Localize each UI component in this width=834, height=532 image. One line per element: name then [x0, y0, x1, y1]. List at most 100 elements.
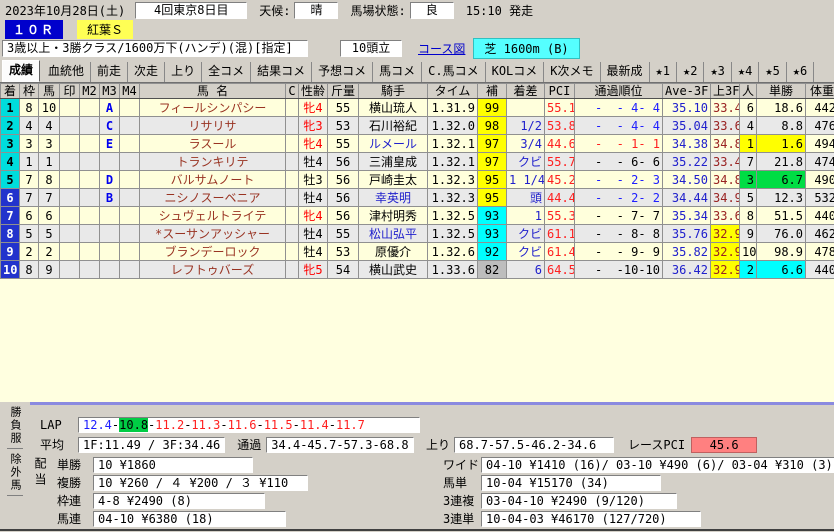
side-tab-excluded[interactable]: 除外馬 — [7, 453, 23, 492]
last-3f: 32.9 — [711, 261, 740, 279]
horse-weight: 442 — [806, 99, 834, 117]
last-3f: 34.8 — [711, 135, 740, 153]
tab-馬コメ[interactable]: 馬コメ — [373, 62, 422, 82]
adjusted-score: 95 — [478, 189, 507, 207]
c-flag — [286, 153, 299, 171]
tab-★5[interactable]: ★5 — [759, 62, 786, 82]
payout-label-馬単: 馬単 — [443, 474, 481, 491]
col-header-通過順位: 通過順位 — [575, 84, 663, 99]
tab-結果コメ[interactable]: 結果コメ — [251, 62, 312, 82]
tab-前走[interactable]: 前走 — [91, 62, 128, 82]
tab-★1[interactable]: ★1 — [650, 62, 677, 82]
mark-m4 — [120, 117, 140, 135]
mark-m4 — [120, 171, 140, 189]
win-odds: 6.6 — [757, 261, 806, 279]
popularity: 1 — [740, 135, 757, 153]
mark-m2 — [80, 225, 100, 243]
ave-3f: 35.76 — [663, 225, 711, 243]
tab-血統他[interactable]: 血統他 — [42, 62, 91, 82]
margin: クビ — [507, 225, 545, 243]
payout-value-3連単: 10-04-03 ¥46170 (127/720) — [481, 511, 701, 527]
frame-number: 5 — [20, 225, 39, 243]
race-pci-label: レースPCI — [628, 436, 685, 453]
popularity: 9 — [740, 225, 757, 243]
frame-number: 8 — [20, 261, 39, 279]
horse-name: バルサムノート — [140, 171, 286, 189]
sex-age: 牝5 — [299, 261, 328, 279]
horse-weight: 440 — [806, 207, 834, 225]
tab-K次メモ[interactable]: K次メモ — [544, 62, 600, 82]
adjusted-score: 93 — [478, 207, 507, 225]
course-map-link[interactable]: コース図 — [418, 40, 465, 57]
ave-3f: 36.42 — [663, 261, 711, 279]
horse-weight: 490 — [806, 171, 834, 189]
finish-position: 5 — [1, 171, 20, 189]
tab-★4[interactable]: ★4 — [732, 62, 759, 82]
horse-name: トランキリテ — [140, 153, 286, 171]
weight-carried: 56 — [328, 153, 359, 171]
win-odds: 18.6 — [757, 99, 806, 117]
side-tab-silks[interactable]: 勝負服 — [7, 406, 23, 445]
mark-m4 — [120, 189, 140, 207]
frame-number: 7 — [20, 171, 39, 189]
col-header-補: 補 — [478, 84, 507, 99]
horse-name: ブランデーロック — [140, 243, 286, 261]
payout-value-ワイド: 04-10 ¥1410 (16)/ 03-10 ¥490 (6)/ 03-04 … — [481, 457, 834, 473]
pci: 44.4* — [545, 189, 575, 207]
lap-value: 11.4 — [300, 418, 329, 432]
win-odds: 1.6 — [757, 135, 806, 153]
tab-成績[interactable]: 成績 — [2, 60, 40, 82]
weather-value: 晴 — [294, 2, 338, 19]
horse-number: 4 — [39, 117, 60, 135]
tab-上り[interactable]: 上り — [165, 62, 202, 82]
payout-value-単勝: 10 ¥1860 — [93, 457, 253, 473]
mark-m4 — [120, 225, 140, 243]
course-info-badge: 芝 1600m (B) — [473, 38, 579, 59]
horse-name: リサリサ — [140, 117, 286, 135]
tab-C.馬コメ[interactable]: C.馬コメ — [422, 62, 485, 82]
mark-m2 — [80, 207, 100, 225]
payout-value-枠連: 4-8 ¥2490 (8) — [93, 493, 265, 509]
tab-★3[interactable]: ★3 — [704, 62, 731, 82]
popularity: 7 — [740, 153, 757, 171]
sex-age: 牡4 — [299, 153, 328, 171]
tab-予想コメ[interactable]: 予想コメ — [312, 62, 373, 82]
pci: 61.1* — [545, 225, 575, 243]
finish-position: 4 — [1, 153, 20, 171]
mark-m3 — [100, 207, 120, 225]
tab-全コメ[interactable]: 全コメ — [202, 62, 251, 82]
ave-3f: 35.22 — [663, 153, 711, 171]
col-header-人: 人 — [740, 84, 757, 99]
jockey: 原優介 — [359, 243, 428, 261]
race-header-bar: 2023年10月28日(土) 4回東京8日目 天候: 晴 馬場状態: 良 15:… — [0, 2, 834, 19]
margin: クビ — [507, 153, 545, 171]
ave-3f: 34.50 — [663, 171, 711, 189]
tab-★6[interactable]: ★6 — [787, 62, 814, 82]
race-name-badge: 紅葉Ｓ — [77, 20, 133, 39]
finish-position: 8 — [1, 225, 20, 243]
race-conditions-bar: 3歳以上・3勝クラス/1600万下(ハンデ)(混)[指定] 10頭立 コース図 … — [0, 40, 834, 57]
pci: 45.2* — [545, 171, 575, 189]
tab-KOLコメ[interactable]: KOLコメ — [486, 62, 545, 82]
tab-次走[interactable]: 次走 — [128, 62, 165, 82]
tab-最新成[interactable]: 最新成 — [601, 62, 650, 82]
ave-3f: 35.34 — [663, 207, 711, 225]
track-condition-value: 良 — [410, 2, 454, 19]
tab-★2[interactable]: ★2 — [677, 62, 704, 82]
meeting-box: 4回東京8日目 — [135, 2, 247, 19]
